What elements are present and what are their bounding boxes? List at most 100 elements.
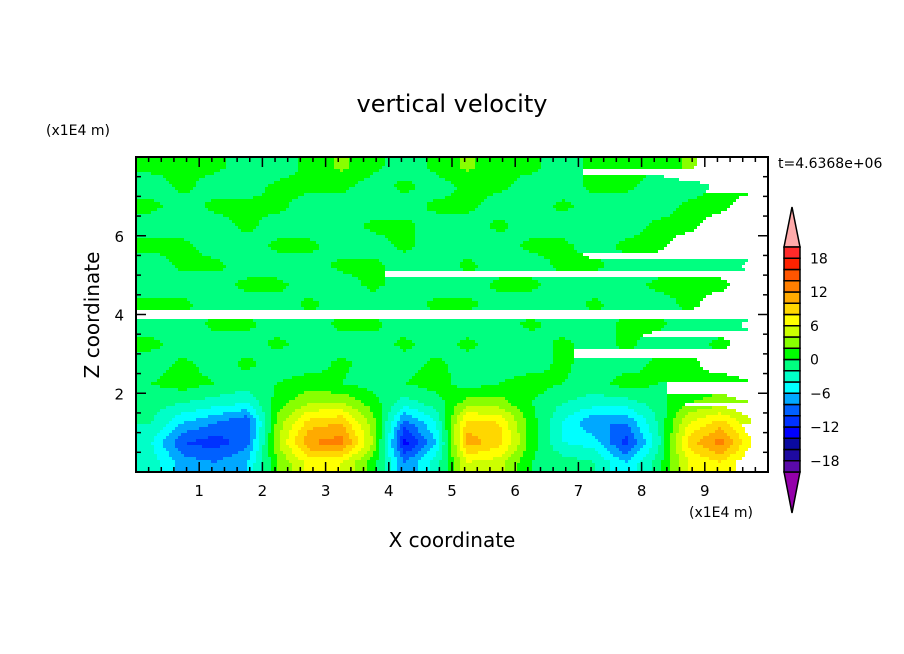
contour-cell [289,415,301,418]
contour-cell [136,307,190,310]
contour-cell [637,442,646,445]
contour-cell [154,337,274,340]
contour-cell [553,412,574,415]
contour-cell [424,421,436,424]
contour-cell [442,430,448,433]
y-tick-label: 6 [114,228,124,246]
contour-cell [388,412,397,415]
colorbar-box [783,460,801,473]
contour-cell [682,418,697,421]
contour-cell [427,166,460,169]
contour-cell [466,421,496,424]
contour-cell [511,403,532,406]
contour-cell [262,451,268,454]
contour-cell [262,454,268,457]
contour-cell [730,445,739,448]
contour-cell [667,412,676,415]
contour-cell [649,361,700,364]
contour-cell [526,436,538,439]
contour-cell [664,418,673,421]
contour-cell [175,445,202,448]
contour-cell [397,433,403,436]
contour-cell [697,409,736,412]
contour-cell [259,448,262,451]
contour-cell [259,223,364,226]
contour-cell [349,163,385,166]
contour-cell [163,205,205,208]
contour-cell [412,376,451,379]
contour-cell [520,175,583,178]
contour-cell [268,436,274,439]
contour-cell [415,241,523,244]
contour-cell [682,421,691,424]
contour-cell [388,238,415,241]
contour-cell [136,184,172,187]
contour-cell [568,373,622,376]
contour-cell [169,451,181,454]
contour-cell [583,178,643,181]
contour-cell [379,442,385,445]
contour-cell [445,403,457,406]
contour-cell [619,346,634,349]
contour-cell [379,439,385,442]
contour-cell [160,430,172,433]
contour-cell [553,358,574,361]
contour-cell [637,439,646,442]
contour-cell [454,463,460,466]
contour-cell [298,445,307,448]
contour-cell [223,412,250,415]
contour-cell [331,322,382,325]
contour-cell [166,406,211,409]
contour-cell [634,418,646,421]
contour-cell [412,247,523,250]
contour-cell [136,433,157,436]
contour-cell [679,454,685,457]
contour-cell [667,322,742,325]
contour-cell [154,436,166,439]
contour-cell [475,163,541,166]
contour-cell [343,379,409,382]
contour-cell [214,211,280,214]
contour-cell [136,385,160,388]
contour-cell [439,418,445,421]
contour-cell [232,220,259,223]
contour-cell [436,409,445,412]
contour-cell [604,445,616,448]
contour-cell [160,340,268,343]
contour-cell [151,382,214,385]
contour-cell [415,343,457,346]
contour-cell [538,442,550,445]
contour-cell [691,433,709,436]
contour-cell [718,337,724,340]
contour-cell [460,424,466,427]
contour-cell [436,211,469,214]
contour-cell [280,448,292,451]
contour-cell [136,301,190,304]
contour-cell [136,292,664,295]
contour-cell [724,430,736,433]
contour-cell [163,442,175,445]
contour-cell [442,427,445,430]
contour-cell [160,346,271,349]
contour-cell [289,283,361,286]
contour-cell [277,463,292,466]
contour-cell [652,463,661,466]
contour-cell [160,376,208,379]
contour-cell [454,466,460,469]
contour-cell [457,385,481,388]
contour-cell [637,469,652,472]
contour-cell [391,241,415,244]
contour-cell [466,442,481,445]
contour-cell [136,226,238,229]
contour-cell [298,418,310,421]
contour-cell [274,388,367,391]
contour-cell [190,241,271,244]
contour-cell [340,169,343,172]
contour-cell [253,448,259,451]
contour-cell [682,160,697,163]
contour-cell [175,427,199,430]
contour-cell [538,448,553,451]
contour-cell [682,163,697,166]
contour-cell [433,406,445,409]
contour-cell [280,409,295,412]
